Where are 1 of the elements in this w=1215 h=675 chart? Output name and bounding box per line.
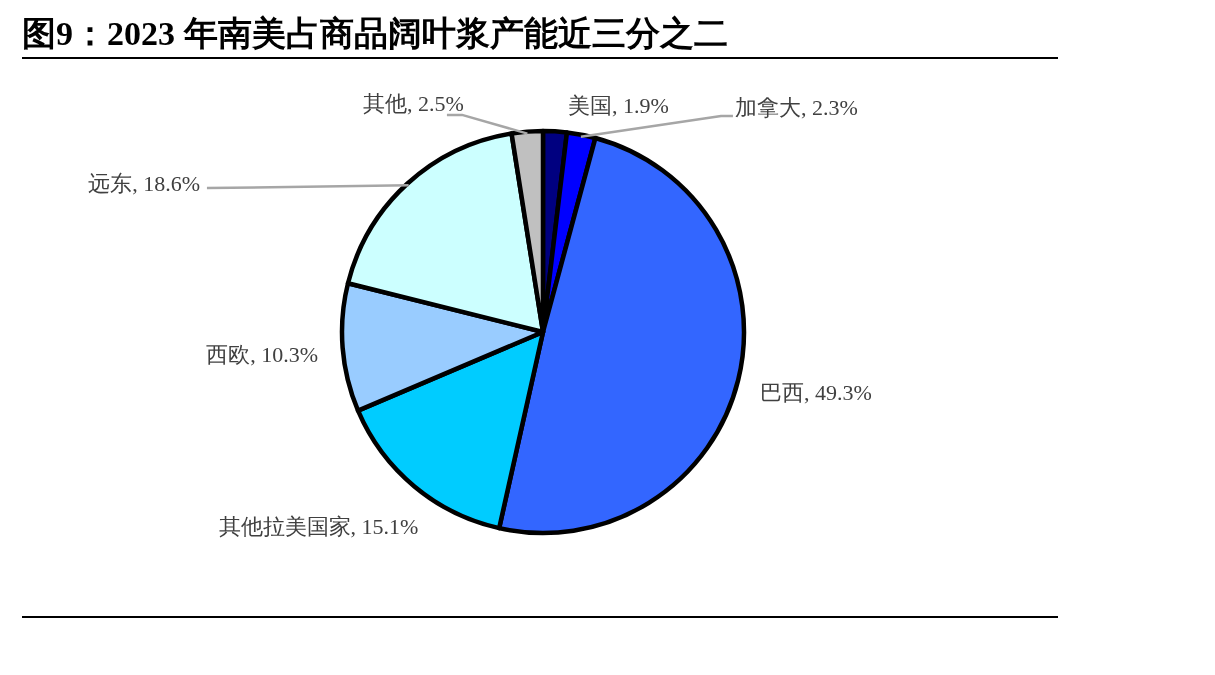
title: 图9：2023 年南美占商品阔叶浆产能近三分之二	[22, 15, 728, 52]
